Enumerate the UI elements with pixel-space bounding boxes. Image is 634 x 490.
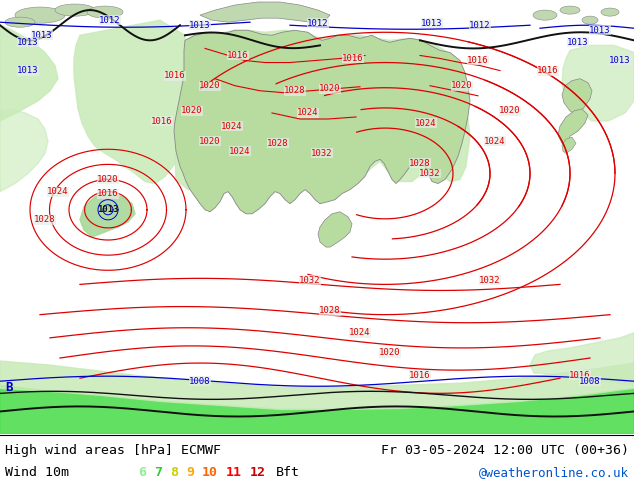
Text: 1024: 1024 bbox=[221, 122, 243, 130]
Polygon shape bbox=[80, 194, 135, 237]
Text: 1012: 1012 bbox=[307, 19, 329, 28]
Polygon shape bbox=[562, 46, 634, 121]
Ellipse shape bbox=[533, 10, 557, 20]
Text: 10: 10 bbox=[202, 466, 218, 479]
Text: 1016: 1016 bbox=[410, 370, 430, 380]
Text: 1013: 1013 bbox=[190, 21, 210, 30]
Polygon shape bbox=[74, 20, 470, 192]
Text: Wind 10m: Wind 10m bbox=[5, 466, 69, 479]
Text: 1028: 1028 bbox=[34, 215, 56, 224]
Text: 8: 8 bbox=[170, 466, 178, 479]
Text: 1020: 1020 bbox=[181, 106, 203, 116]
Text: 1016: 1016 bbox=[227, 51, 249, 60]
Text: 6: 6 bbox=[138, 466, 146, 479]
Text: 1016: 1016 bbox=[164, 71, 186, 80]
Polygon shape bbox=[562, 137, 576, 153]
Text: 1020: 1020 bbox=[451, 81, 473, 90]
Text: 1016: 1016 bbox=[342, 54, 364, 63]
Polygon shape bbox=[200, 2, 330, 22]
Polygon shape bbox=[174, 30, 470, 214]
Text: 1028: 1028 bbox=[284, 86, 306, 95]
Polygon shape bbox=[318, 212, 352, 247]
Text: 11: 11 bbox=[226, 466, 242, 479]
Text: 12: 12 bbox=[250, 466, 266, 479]
Text: 1013: 1013 bbox=[17, 38, 39, 47]
Text: 1032: 1032 bbox=[299, 276, 321, 285]
Ellipse shape bbox=[87, 6, 123, 18]
Text: 1016: 1016 bbox=[152, 117, 172, 125]
Text: 7: 7 bbox=[154, 466, 162, 479]
Text: 1016: 1016 bbox=[97, 189, 119, 198]
Text: 1013: 1013 bbox=[31, 31, 53, 40]
Text: 1020: 1020 bbox=[379, 348, 401, 358]
Text: 1020: 1020 bbox=[97, 175, 119, 184]
Text: 1013: 1013 bbox=[609, 56, 631, 65]
Text: B: B bbox=[5, 381, 13, 394]
Text: 1024: 1024 bbox=[349, 328, 371, 337]
Text: 1016: 1016 bbox=[569, 370, 591, 380]
Ellipse shape bbox=[560, 6, 580, 14]
Ellipse shape bbox=[5, 17, 35, 27]
Polygon shape bbox=[0, 385, 634, 434]
Text: 1012: 1012 bbox=[100, 16, 120, 24]
Text: 1020: 1020 bbox=[199, 137, 221, 146]
Text: 9: 9 bbox=[186, 466, 194, 479]
Text: 1020: 1020 bbox=[320, 84, 340, 93]
Polygon shape bbox=[0, 361, 634, 410]
Text: 1020: 1020 bbox=[199, 81, 221, 90]
Text: 1013: 1013 bbox=[17, 66, 39, 75]
Ellipse shape bbox=[601, 8, 619, 16]
Text: 1024: 1024 bbox=[484, 137, 506, 146]
Text: 1016: 1016 bbox=[467, 56, 489, 65]
Text: 1012: 1012 bbox=[469, 21, 491, 30]
Text: 1016: 1016 bbox=[537, 66, 559, 75]
Text: 1013: 1013 bbox=[567, 38, 589, 47]
Text: Bft: Bft bbox=[276, 466, 300, 479]
Text: 1032: 1032 bbox=[311, 149, 333, 158]
Polygon shape bbox=[530, 333, 634, 385]
Text: 1032: 1032 bbox=[479, 276, 501, 285]
Polygon shape bbox=[562, 79, 592, 115]
Text: 1013: 1013 bbox=[97, 205, 119, 214]
Text: 1020: 1020 bbox=[499, 106, 521, 116]
Text: 1024: 1024 bbox=[297, 108, 319, 118]
Text: Fr 03-05-2024 12:00 UTC (00+36): Fr 03-05-2024 12:00 UTC (00+36) bbox=[381, 444, 629, 457]
Polygon shape bbox=[0, 109, 48, 192]
Text: High wind areas [hPa] ECMWF: High wind areas [hPa] ECMWF bbox=[5, 444, 221, 457]
Text: 1032: 1032 bbox=[419, 169, 441, 178]
Text: 1028: 1028 bbox=[320, 306, 340, 315]
Text: @weatheronline.co.uk: @weatheronline.co.uk bbox=[479, 466, 629, 479]
Text: 1008: 1008 bbox=[190, 377, 210, 386]
Text: 1028: 1028 bbox=[268, 139, 288, 147]
Text: 1024: 1024 bbox=[230, 147, 251, 156]
Ellipse shape bbox=[582, 16, 598, 24]
Ellipse shape bbox=[15, 7, 65, 23]
Polygon shape bbox=[558, 109, 588, 146]
Text: 1013: 1013 bbox=[589, 26, 611, 35]
Ellipse shape bbox=[55, 4, 95, 16]
Text: 1013: 1013 bbox=[421, 19, 443, 28]
Polygon shape bbox=[0, 25, 58, 121]
Text: 1008: 1008 bbox=[579, 377, 601, 386]
Text: 1024: 1024 bbox=[48, 187, 68, 196]
Text: 1024: 1024 bbox=[415, 119, 437, 127]
Text: 1028: 1028 bbox=[410, 159, 430, 168]
